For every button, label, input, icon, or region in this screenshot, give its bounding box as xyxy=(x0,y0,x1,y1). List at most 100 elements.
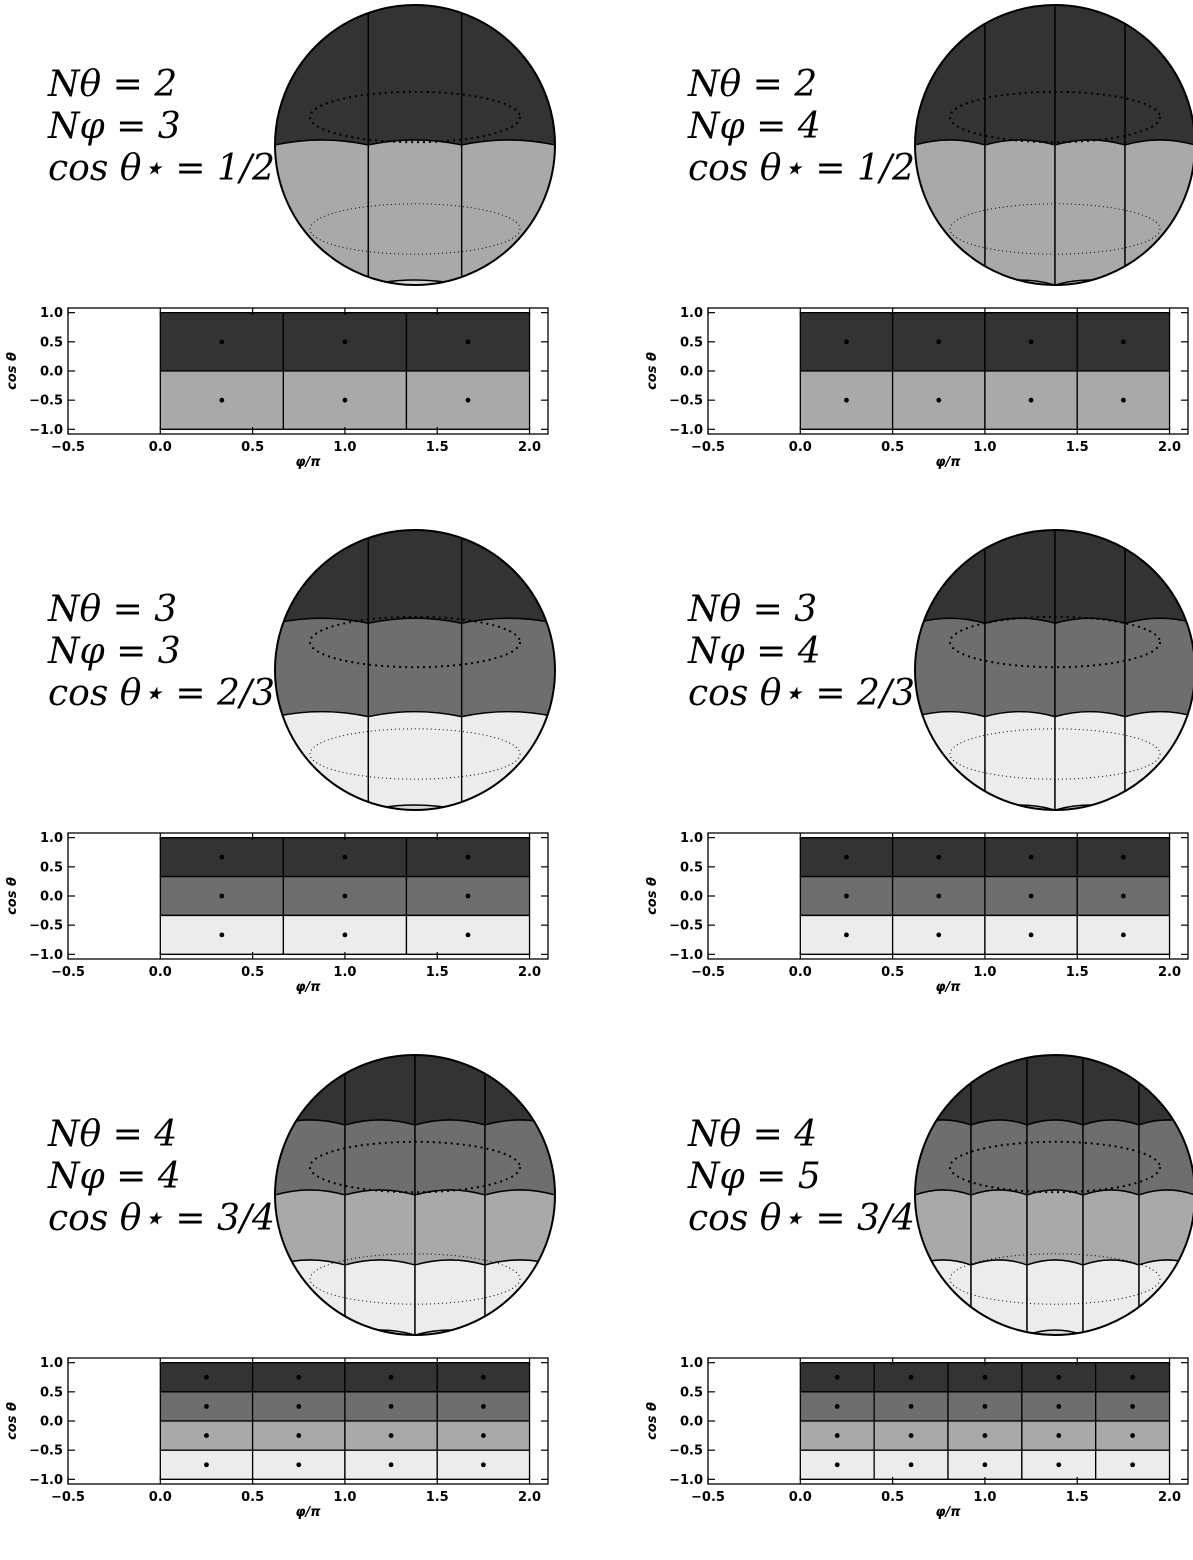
sphere-cell xyxy=(344,1119,416,1196)
parameter-label: Nθ = 3 Nφ = 3 cos θ⋆ = 2/3 xyxy=(48,589,275,715)
cell-center-point xyxy=(936,397,942,403)
y-tick-label: 0.0 xyxy=(680,365,703,380)
sphere-cell xyxy=(275,139,370,285)
x-axis-label: φ/π xyxy=(295,1505,321,1520)
pixelization-grid-plot: −0.5 0.0 0.5 1.0 1.5 2.0 1.0 0.5 0.0 −0.5 −1.0 φ/π c… xyxy=(645,1356,1189,1520)
sphere-cell xyxy=(1082,1055,1140,1126)
sphere-cell xyxy=(1124,5,1193,146)
cell-center-point xyxy=(1120,397,1126,403)
y-tick-label: 0.5 xyxy=(40,335,63,350)
x-tick-label: 2.0 xyxy=(518,1490,541,1505)
parameter-label: Nθ = 3 Nφ = 4 cos θ⋆ = 2/3 xyxy=(688,589,915,715)
cell-center-point xyxy=(1056,1404,1062,1409)
sphere-outline xyxy=(274,1054,556,1336)
sphere-cell xyxy=(1054,711,1126,810)
label-n-phi: Nφ = 3 xyxy=(48,106,181,147)
x-tick-label: 0.5 xyxy=(881,1490,904,1505)
x-tick-label: 2.0 xyxy=(1158,440,1181,455)
y-tick-label: −1.0 xyxy=(29,948,63,963)
panel-p6: Nθ = 4 Nφ = 5 cos θ⋆ = 3/4 −0.5 0.0 0.5 1.0 1.5… xyxy=(640,1050,1193,1560)
sphere-cell xyxy=(915,530,986,625)
cell-center-point xyxy=(1120,854,1126,860)
panel-p5: Nθ = 4 Nφ = 4 cos θ⋆ = 3/4 −0.5 0.0 0.5 1.0 1.5… xyxy=(0,1050,590,1560)
cell-center-point xyxy=(342,854,348,860)
sphere-cell xyxy=(484,1189,555,1266)
sphere-cell xyxy=(275,1189,346,1266)
x-tick-label: 1.0 xyxy=(973,1490,996,1505)
label-cos: cos θ⋆ = 2/3 xyxy=(48,673,275,714)
y-tick-label: 0.5 xyxy=(680,1385,703,1400)
y-tick-label: 0.5 xyxy=(40,1385,63,1400)
cell-center-point xyxy=(465,932,471,938)
sphere-cell xyxy=(1082,1189,1140,1266)
sphere-cell xyxy=(1124,617,1193,718)
pixelization-grid-plot: −0.5 0.0 0.5 1.0 1.5 2.0 1.0 0.5 0.0 −0.5 −1.0 φ/π c… xyxy=(645,831,1189,995)
cell-center-point xyxy=(480,1433,486,1438)
label-cos: cos θ⋆ = 2/3 xyxy=(688,673,915,714)
y-tick-label: −0.5 xyxy=(29,394,63,409)
sphere-cell xyxy=(915,5,986,146)
x-tick-label: 1.5 xyxy=(1066,1490,1089,1505)
cell-center-point xyxy=(1056,1433,1062,1438)
y-tick-label: 0.0 xyxy=(40,890,63,905)
y-tick-label: −0.5 xyxy=(29,1444,63,1459)
x-tick-label: 2.0 xyxy=(1158,965,1181,980)
panel-p4: Nθ = 3 Nφ = 4 cos θ⋆ = 2/3 −0.5 0.0 0.5 1.0 1.5… xyxy=(640,525,1193,1035)
cell-center-point xyxy=(936,932,942,938)
x-tick-label: 1.5 xyxy=(1066,965,1089,980)
y-tick-label: 0.5 xyxy=(680,860,703,875)
cell-center-point xyxy=(844,932,849,938)
x-tick-label: 1.5 xyxy=(426,440,449,455)
cell-center-point xyxy=(388,1374,394,1380)
label-n-phi: Nφ = 5 xyxy=(688,1156,821,1197)
sphere-cell xyxy=(1054,617,1126,718)
y-axis-label: cos θ xyxy=(5,877,20,915)
y-tick-label: 0.5 xyxy=(40,860,63,875)
sphere-cell xyxy=(275,617,370,718)
y-axis-label: cos θ xyxy=(5,1402,20,1440)
y-tick-label: 1.0 xyxy=(680,1356,703,1371)
x-tick-label: −0.5 xyxy=(51,1490,85,1505)
sphere-outline xyxy=(274,4,556,286)
cell-center-point xyxy=(465,854,471,860)
cell-center-point xyxy=(1120,932,1126,938)
sphere-cell xyxy=(484,1055,555,1126)
parameter-label: Nθ = 4 Nφ = 5 cos θ⋆ = 3/4 xyxy=(688,1114,915,1240)
sphere-cell xyxy=(367,710,463,810)
cell-center-point xyxy=(834,1404,840,1409)
y-tick-label: 1.0 xyxy=(40,306,63,321)
cell-center-point xyxy=(219,854,225,860)
x-tick-label: −0.5 xyxy=(691,965,725,980)
cell-center-point xyxy=(342,339,348,345)
sphere-cell xyxy=(915,1119,972,1196)
y-tick-label: 1.0 xyxy=(40,831,63,846)
sphere-cell xyxy=(414,1189,486,1266)
cell-center-point xyxy=(908,1462,914,1468)
x-tick-label: 0.0 xyxy=(149,1490,172,1505)
cell-center-point xyxy=(982,1433,988,1438)
cell-center-point xyxy=(204,1462,209,1468)
x-tick-label: −0.5 xyxy=(51,440,85,455)
label-cos: cos θ⋆ = 1/2 xyxy=(48,148,275,189)
label-n-phi: Nφ = 4 xyxy=(688,631,821,672)
sphere-cell xyxy=(367,617,463,718)
label-n-phi: Nφ = 4 xyxy=(688,106,821,147)
cell-center-point xyxy=(844,339,849,345)
cell-center-point xyxy=(908,1433,914,1438)
label-n-theta: Nθ = 3 xyxy=(688,589,818,630)
cell-center-point xyxy=(342,932,348,938)
y-tick-label: 1.0 xyxy=(680,306,703,321)
cell-center-point xyxy=(204,1404,209,1409)
sphere-cell xyxy=(915,617,986,718)
sphere-cell xyxy=(1138,1189,1193,1266)
parameter-label: Nθ = 2 Nφ = 4 cos θ⋆ = 1/2 xyxy=(688,64,915,190)
x-axis-label: φ/π xyxy=(935,1505,961,1520)
sphere-projection xyxy=(274,1054,556,1336)
cell-center-point xyxy=(982,1374,988,1380)
label-n-phi: Nφ = 4 xyxy=(48,1156,181,1197)
sphere-cell xyxy=(1026,1259,1084,1335)
x-tick-label: 1.5 xyxy=(426,1490,449,1505)
cell-center-point xyxy=(1028,893,1034,899)
sphere-outline xyxy=(914,4,1193,286)
y-tick-label: −1.0 xyxy=(669,948,703,963)
